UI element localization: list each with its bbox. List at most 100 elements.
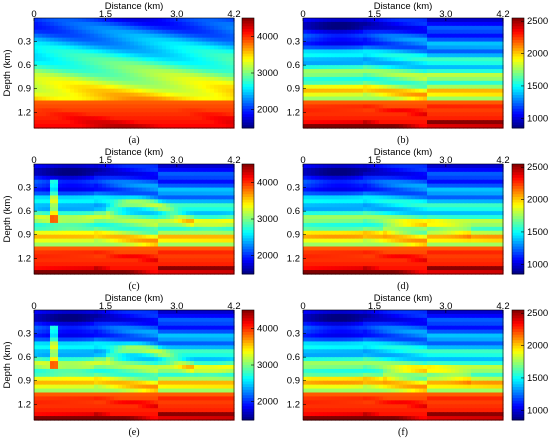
x-tick-label: 4.2 [496, 301, 509, 312]
x-tick-label: 1.5 [99, 9, 112, 20]
x-axis-label: Distance (km) [374, 1, 433, 12]
x-tick-label: 3.0 [439, 155, 452, 166]
velocity-image [34, 164, 235, 275]
x-axis-label: Distance (km) [105, 1, 164, 12]
y-tick-label: 0.6 [287, 60, 300, 71]
x-tick-label: 4.2 [227, 9, 240, 20]
velocity-image [303, 310, 504, 421]
colorbar-tick-label: 2000 [257, 397, 278, 408]
panel-caption: (a) [128, 135, 139, 146]
y-tick-label: 1.2 [287, 399, 300, 410]
x-tick-label: 0 [300, 301, 305, 312]
y-tick-label: 0.3 [18, 183, 31, 194]
colorbar-tick-label: 2000 [257, 251, 278, 262]
y-tick-label: 0.9 [18, 84, 31, 95]
colorbar-tick-label: 3000 [257, 68, 278, 79]
y-tick-label: 0.9 [18, 230, 31, 241]
x-tick-label: 1.5 [368, 301, 381, 312]
x-tick-label: 0 [300, 155, 305, 166]
panel-caption: (c) [128, 281, 139, 292]
y-tick-label: 0.6 [18, 60, 31, 71]
x-tick-label: 3.0 [439, 301, 452, 312]
x-tick-label: 3.0 [170, 301, 183, 312]
x-tick-label: 1.5 [368, 9, 381, 20]
plot-frame [33, 163, 235, 275]
y-axis-label: Depth (km) [2, 196, 13, 243]
y-axis-label: Depth (km) [2, 342, 13, 389]
y-tick-label: 0.9 [18, 376, 31, 387]
plot-frame [302, 17, 504, 129]
x-axis-label: Distance (km) [105, 293, 164, 304]
colorbar-tick-label: 1000 [527, 113, 548, 124]
colorbar: 4000 3000 2000 [241, 309, 278, 421]
y-tick-label: 0.6 [287, 206, 300, 217]
plot-frame [33, 17, 235, 129]
x-tick-label: 4.2 [227, 301, 240, 312]
y-tick-label: 0.3 [287, 329, 300, 340]
colorbar-tick-label: 4000 [257, 323, 278, 334]
x-tick-label: 4.2 [227, 155, 240, 166]
panel-caption: (b) [397, 135, 409, 146]
x-tick-label: 0 [31, 301, 36, 312]
velocity-image [34, 18, 235, 129]
colorbar-tick-label: 2000 [257, 105, 278, 116]
x-tick-label: 4.2 [496, 9, 509, 20]
colorbar: 2500 2000 1500 1000 [511, 162, 548, 275]
y-tick-label: 0.9 [287, 376, 300, 387]
x-tick-label: 3.0 [170, 9, 183, 20]
panel-caption: (f) [398, 427, 408, 438]
colorbar: 4000 3000 2000 [241, 163, 278, 275]
x-axis-label: Distance (km) [105, 147, 164, 158]
y-tick-label: 1.2 [287, 107, 300, 118]
colorbar-tick-label: 2500 [527, 16, 548, 27]
y-tick-label: 1.2 [18, 107, 31, 118]
x-axis-label: Distance (km) [374, 147, 433, 158]
colorbar-tick-label: 1500 [527, 373, 548, 384]
colorbar: 4000 3000 2000 [241, 17, 278, 129]
x-tick-label: 1.5 [99, 155, 112, 166]
y-axis-label: Depth (km) [2, 50, 13, 97]
x-tick-label: 0 [300, 9, 305, 20]
x-axis-label: Distance (km) [374, 293, 433, 304]
x-tick-label: 0 [31, 155, 36, 166]
plot-frame [302, 309, 504, 421]
velocity-image [303, 164, 504, 275]
y-tick-label: 0.6 [18, 206, 31, 217]
panel-caption: (e) [128, 427, 139, 438]
colorbar: 2500 2000 1500 1000 [511, 308, 548, 421]
plot-frame [302, 163, 504, 275]
y-tick-label: 0.3 [287, 183, 300, 194]
plot-frame [33, 309, 235, 421]
y-tick-label: 0.9 [287, 84, 300, 95]
y-tick-label: 0.3 [18, 37, 31, 48]
y-tick-label: 0.9 [287, 230, 300, 241]
colorbar-tick-label: 3000 [257, 360, 278, 371]
x-tick-label: 1.5 [368, 155, 381, 166]
colorbar-tick-label: 2500 [527, 308, 548, 319]
colorbar-tick-label: 1500 [527, 81, 548, 92]
y-tick-label: 1.2 [18, 399, 31, 410]
velocity-image [303, 18, 504, 129]
colorbar-tick-label: 2500 [527, 162, 548, 173]
colorbar-tick-label: 4000 [257, 177, 278, 188]
x-tick-label: 1.5 [99, 301, 112, 312]
y-tick-label: 1.2 [287, 253, 300, 264]
x-tick-label: 3.0 [439, 9, 452, 20]
colorbar-tick-label: 2000 [527, 341, 548, 352]
colorbar-tick-label: 1000 [527, 405, 548, 416]
panel-caption: (d) [397, 281, 409, 292]
x-tick-label: 4.2 [496, 155, 509, 166]
x-tick-label: 3.0 [170, 155, 183, 166]
x-tick-label: 0 [31, 9, 36, 20]
y-tick-label: 0.6 [18, 352, 31, 363]
y-tick-label: 0.3 [287, 37, 300, 48]
y-tick-label: 0.6 [287, 352, 300, 363]
colorbar-tick-label: 2000 [527, 49, 548, 60]
velocity-image [34, 310, 235, 421]
colorbar-tick-label: 1500 [527, 227, 548, 238]
colorbar: 2500 2000 1500 1000 [511, 16, 548, 129]
colorbar-tick-label: 1000 [527, 259, 548, 270]
colorbar-tick-label: 2000 [527, 195, 548, 206]
y-tick-label: 0.3 [18, 329, 31, 340]
y-tick-label: 1.2 [18, 253, 31, 264]
